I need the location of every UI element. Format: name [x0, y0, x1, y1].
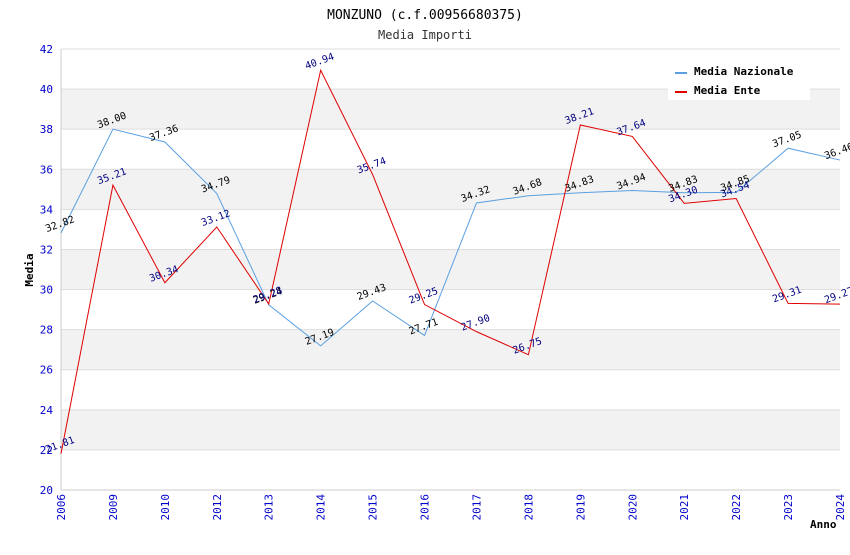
data-label-ente: 21.81 — [44, 435, 76, 456]
x-tick-label: 2021 — [678, 494, 691, 521]
legend-box — [668, 58, 810, 100]
x-tick-label: 2012 — [211, 494, 224, 521]
y-tick-label: 26 — [40, 364, 53, 377]
series-line-ente — [60, 68, 841, 454]
y-tick-label: 36 — [40, 163, 53, 176]
y-tick-label: 34 — [40, 203, 54, 216]
x-tick-label: 2014 — [315, 494, 328, 521]
data-label-ente: 40.94 — [304, 52, 336, 73]
legend-label-ente: Media Ente — [694, 84, 761, 97]
y-tick-label: 32 — [40, 243, 53, 256]
y-tick-label: 20 — [40, 484, 53, 497]
x-tick-label: 2020 — [626, 494, 639, 521]
y-tick-label: 22 — [40, 444, 53, 457]
chart-subtitle: Media Importi — [378, 28, 472, 42]
plot-band — [61, 329, 840, 370]
y-tick-label: 24 — [40, 404, 54, 417]
x-tick-label: 2010 — [159, 494, 172, 521]
x-tick-label: 2015 — [367, 494, 380, 521]
x-tick-label: 2016 — [419, 494, 432, 521]
x-tick-label: 2018 — [522, 494, 535, 521]
x-tick-label: 2023 — [782, 494, 795, 521]
data-label-nazionale: 32.82 — [44, 214, 76, 235]
series-line-nazionale — [60, 128, 841, 347]
y-tick-label: 30 — [40, 284, 53, 297]
x-tick-label: 2006 — [55, 494, 68, 521]
plot-band — [61, 409, 840, 450]
data-label-nazionale: 37.05 — [771, 130, 803, 151]
legend-label-nazionale: Media Nazionale — [694, 65, 794, 78]
legend: Media Nazionale Media Ente — [668, 58, 810, 100]
y-tick-label: 28 — [40, 324, 53, 337]
y-tick-label: 40 — [40, 83, 53, 96]
grid-lines — [61, 48, 840, 491]
y-tick-label: 38 — [40, 123, 53, 136]
x-tick-label: 2017 — [470, 494, 483, 521]
plot-band — [61, 169, 840, 210]
data-label-ente: 33.12 — [200, 208, 232, 229]
chart-title: MONZUNO (c.f.00956680375) — [327, 8, 523, 23]
series-lines — [60, 68, 841, 454]
x-tick-label: 2024 — [834, 494, 847, 521]
x-axis-ticks: 2006 2009 2010 2012 2013 2014 2015 2016 2017 2018… — [55, 494, 847, 521]
x-tick-label: 2013 — [263, 494, 276, 521]
x-tick-label: 2019 — [574, 494, 587, 521]
x-axis-title: Anno — [810, 518, 837, 531]
plot-bands — [61, 89, 840, 450]
x-tick-label: 2009 — [107, 494, 120, 521]
x-tick-label: 2022 — [730, 494, 743, 521]
y-tick-label: 42 — [40, 43, 53, 56]
y-axis-ticks: 20 22 24 26 28 30 32 34 36 38 40 42 — [40, 43, 54, 497]
y-axis-title: Media — [23, 253, 36, 286]
